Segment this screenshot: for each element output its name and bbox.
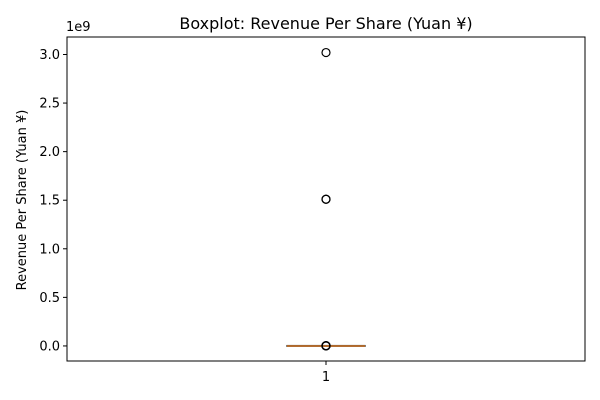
plot-area-frame bbox=[66, 36, 586, 362]
outlier-point bbox=[321, 47, 331, 58]
x-tick-label: 1 bbox=[322, 370, 330, 385]
outlier-point bbox=[321, 194, 331, 204]
y-tick-label: 1.0 bbox=[39, 242, 60, 257]
outlier-layer bbox=[321, 47, 331, 351]
x-axis-ticks: 1 bbox=[322, 361, 330, 385]
y-tick-label: 3.0 bbox=[39, 48, 60, 63]
y-tick-label: 2.0 bbox=[39, 145, 60, 160]
y-tick-label: 2.5 bbox=[39, 97, 60, 112]
outlier-point bbox=[321, 341, 331, 351]
y-axis-offset-text: 1e9 bbox=[66, 20, 91, 35]
y-axis-ticks: 0.0 0.5 1.0 1.5 2.0 2.5 3.0 bbox=[39, 48, 67, 354]
y-tick-label: 0.0 bbox=[39, 339, 60, 354]
y-tick-label: 0.5 bbox=[39, 291, 60, 306]
box-layer bbox=[286, 344, 366, 347]
y-tick-label: 1.5 bbox=[39, 194, 60, 209]
y-axis-label: Revenue Per Share (Yuan ¥) bbox=[15, 110, 30, 291]
chart-title: Boxplot: Revenue Per Share (Yuan ¥) bbox=[179, 14, 472, 33]
